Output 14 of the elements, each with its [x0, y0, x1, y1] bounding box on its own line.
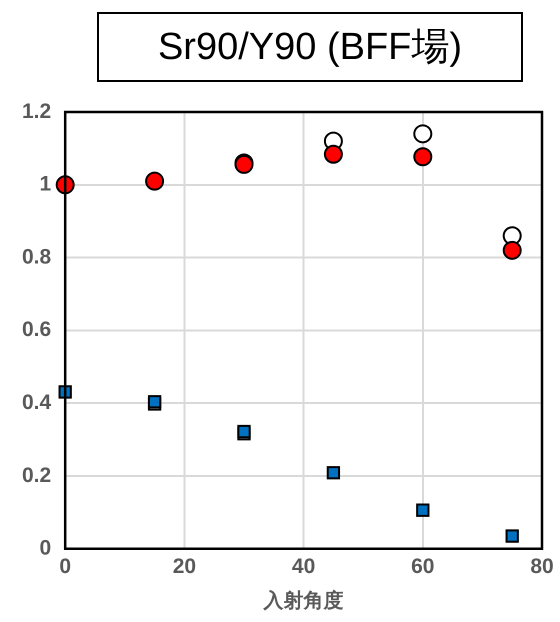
y-tick-label: 0.2 — [22, 464, 52, 487]
y-tick-label: 1 — [40, 172, 52, 196]
y-tick-label: 0.6 — [22, 318, 52, 342]
x-axis-title: 入射角度 — [262, 588, 344, 612]
x-tick-label: 60 — [411, 555, 434, 578]
chart-title: Sr90/Y90 (BFF場) — [97, 12, 523, 82]
y-tick-label: 0.4 — [22, 390, 52, 414]
x-tick-label: 80 — [530, 555, 554, 578]
x-tick-label: 40 — [292, 555, 316, 578]
y-tick-label: 0.8 — [22, 245, 52, 268]
y-tick-label: 1.2 — [22, 100, 52, 123]
y-tick-label: 0 — [40, 536, 52, 560]
x-tick-label: 0 — [59, 555, 72, 578]
x-tick-label: 20 — [172, 555, 196, 578]
